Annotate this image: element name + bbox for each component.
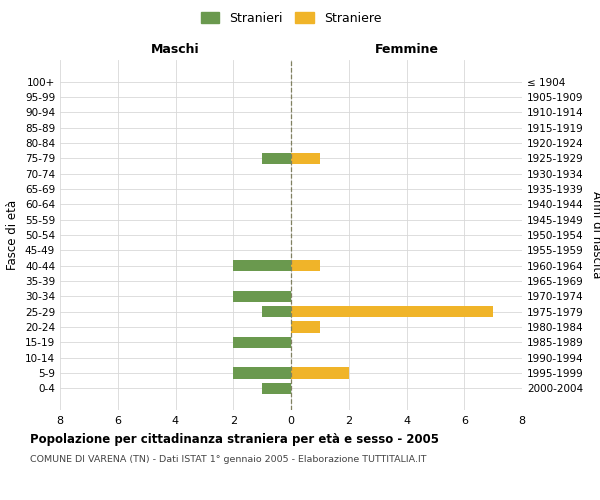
Bar (233, 336, 291, 348)
Text: COMUNE DI VARENA (TN) - Dati ISTAT 1° gennaio 2005 - Elaborazione TUTTITALIA.IT: COMUNE DI VARENA (TN) - Dati ISTAT 1° ge… (30, 456, 427, 464)
Y-axis label: Anni di nascita: Anni di nascita (590, 192, 600, 278)
Bar (291, 152, 320, 164)
Bar (233, 260, 291, 272)
Bar (291, 322, 320, 333)
Bar (262, 382, 291, 394)
Bar (262, 152, 291, 164)
Bar (233, 368, 291, 379)
Y-axis label: Fasce di età: Fasce di età (7, 200, 19, 270)
Bar (291, 260, 320, 272)
Bar (291, 306, 493, 318)
Bar (291, 368, 349, 379)
Bar (262, 306, 291, 318)
Legend: Stranieri, Straniere: Stranieri, Straniere (196, 6, 386, 30)
Bar (233, 290, 291, 302)
Text: Popolazione per cittadinanza straniera per età e sesso - 2005: Popolazione per cittadinanza straniera p… (30, 432, 439, 446)
